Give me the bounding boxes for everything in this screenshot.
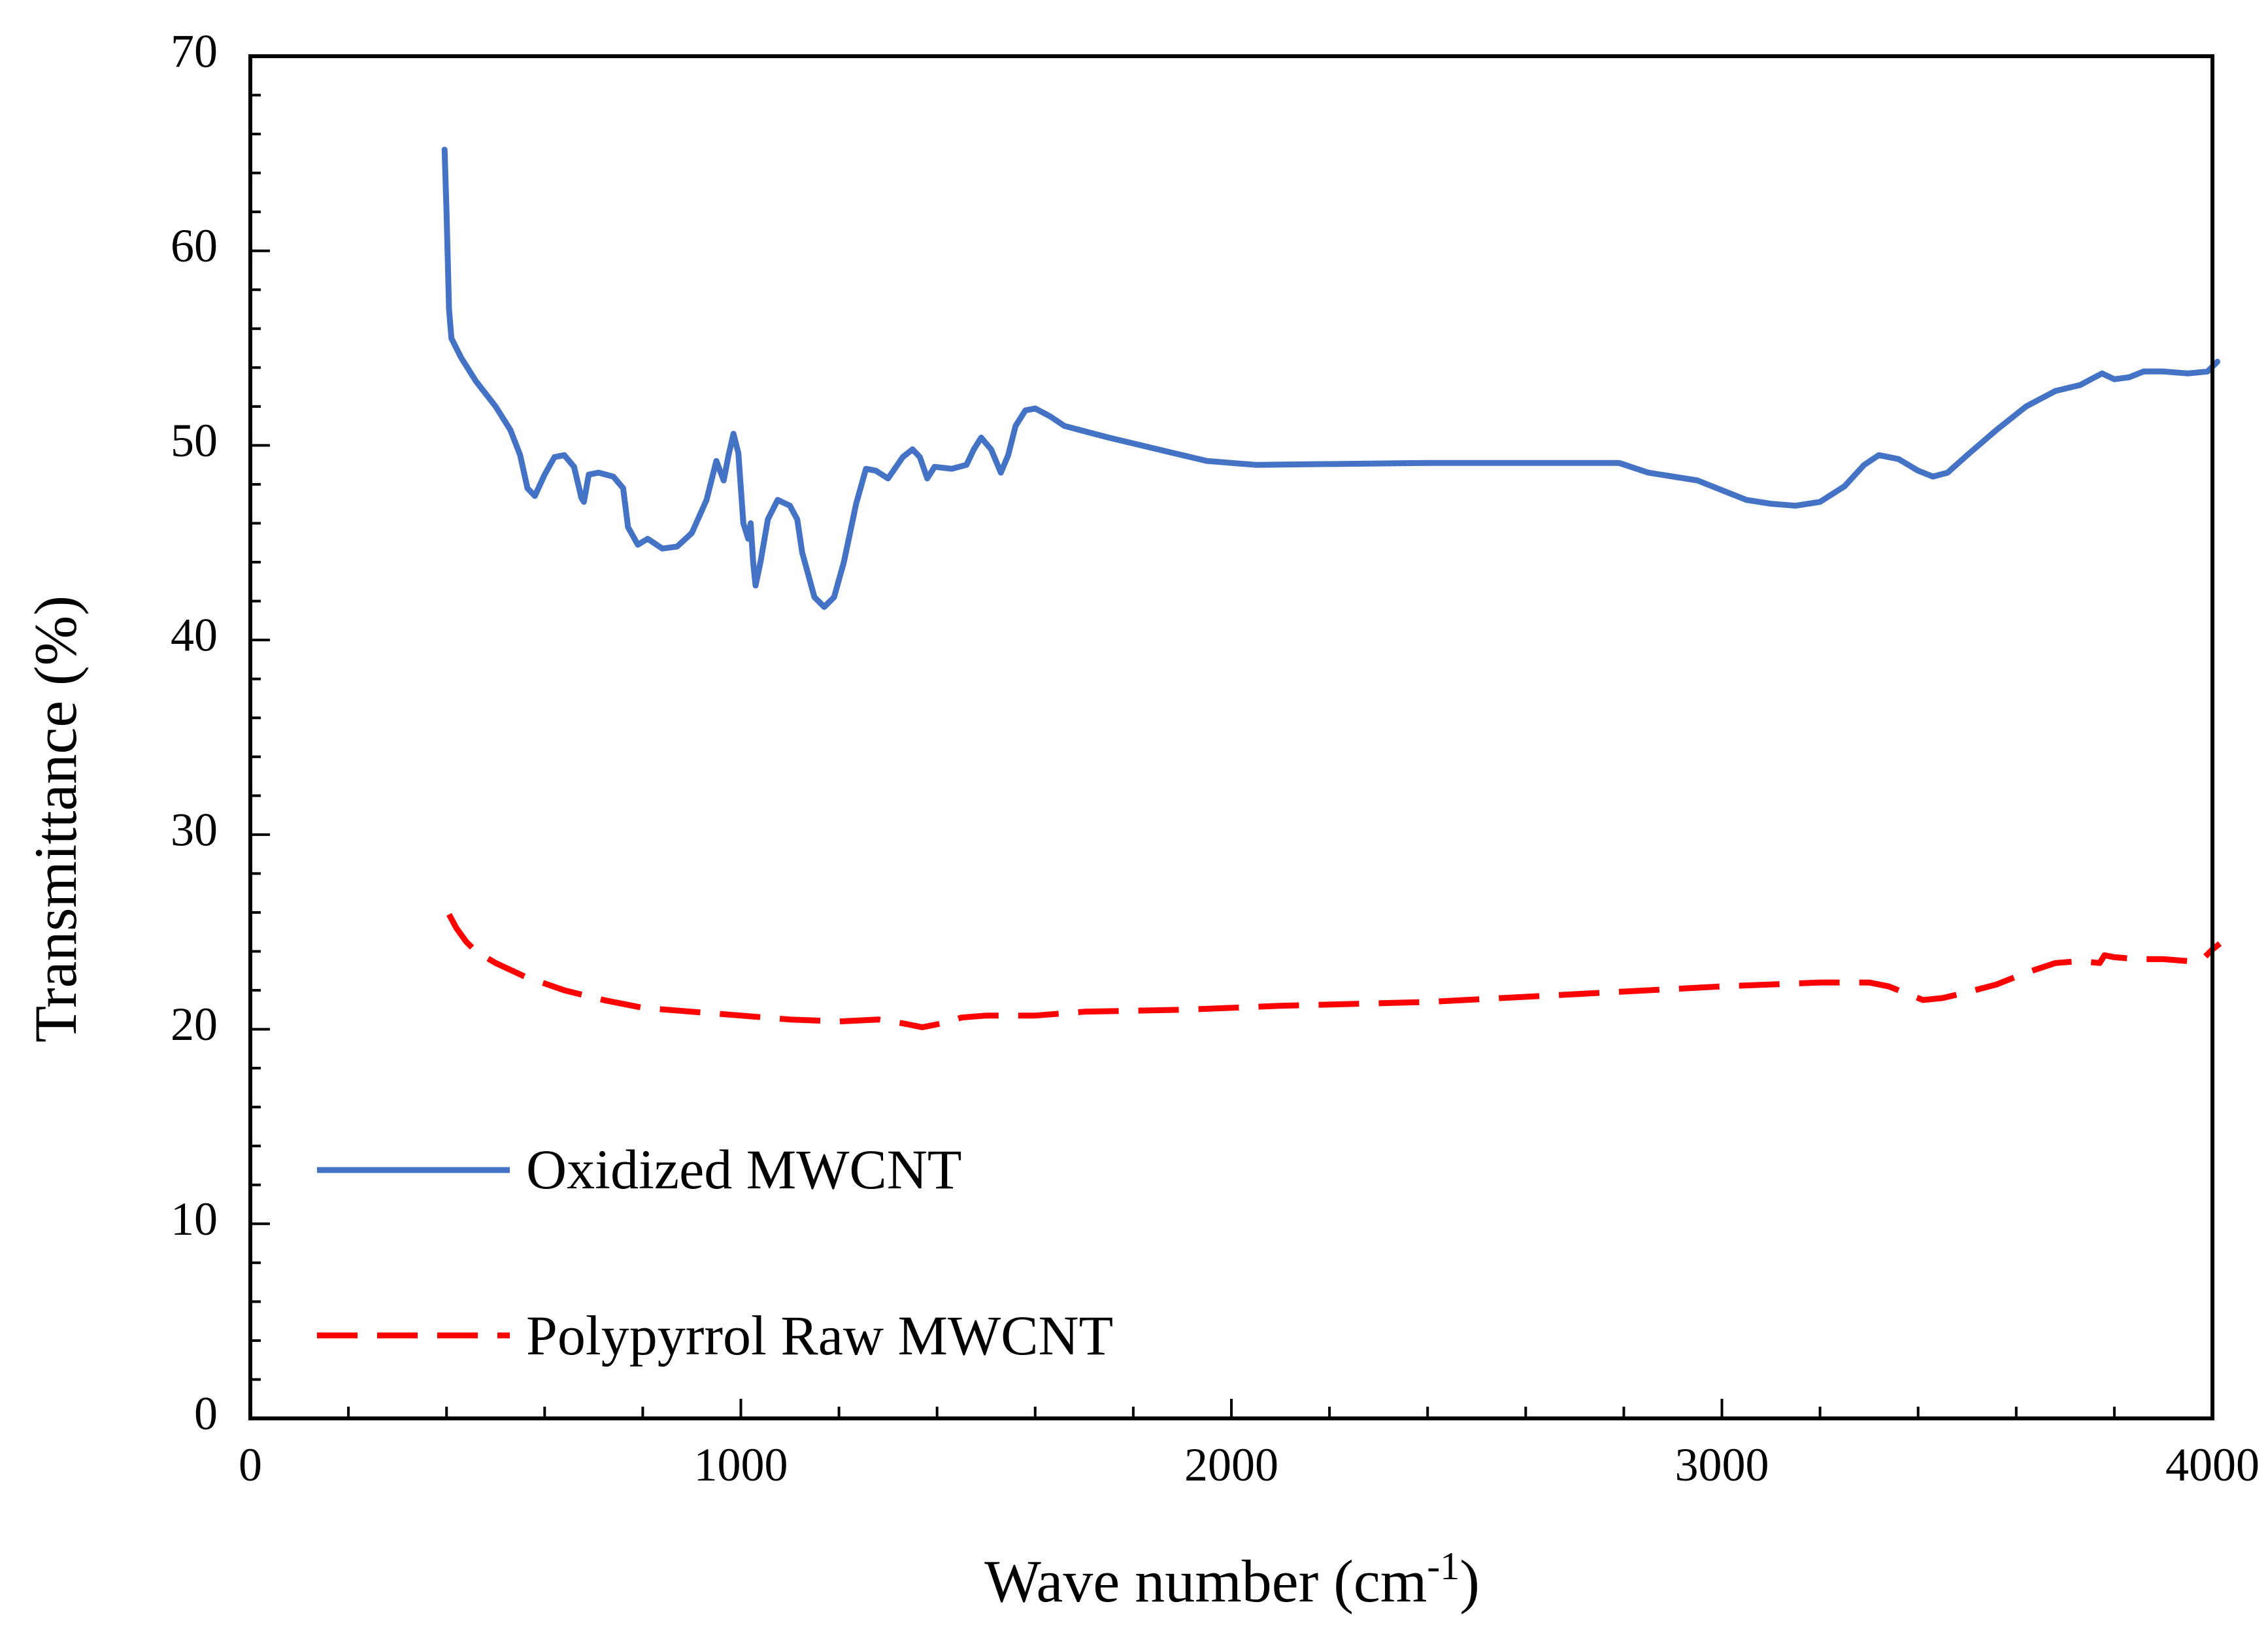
x-tick-label: 0: [239, 1439, 262, 1491]
x-axis-title-close: ): [1459, 1548, 1480, 1615]
y-tick-label: 10: [171, 1193, 218, 1245]
x-axis-title-superscript: -1: [1427, 1545, 1459, 1588]
x-tick-label: 2000: [1184, 1439, 1278, 1491]
y-tick-label: 30: [171, 803, 218, 856]
x-tick-label: 3000: [1675, 1439, 1769, 1491]
x-axis-title: Wave number (cm-1): [984, 1545, 1480, 1615]
y-tick-label: 60: [171, 220, 218, 272]
legend: Oxidized MWCNT Polypyrrol Raw MWCNT: [317, 1138, 1113, 1367]
legend-label-polypyrrol-raw-mwcnt: Polypyrrol Raw MWCNT: [526, 1304, 1113, 1367]
y-tick-label: 20: [171, 998, 218, 1050]
y-tick-label: 0: [194, 1388, 218, 1440]
y-axis-title: Transmittance (%): [22, 595, 89, 1043]
plot-frame: [248, 54, 2214, 1420]
y-tick-labels: 0 10 20 30 40 50 60 70: [171, 25, 218, 1440]
y-tick-label: 70: [171, 25, 218, 78]
x-tick-label: 1000: [694, 1439, 788, 1491]
legend-label-oxidized-mwcnt: Oxidized MWCNT: [526, 1138, 961, 1201]
series-layer: [441, 146, 2222, 1031]
y-tick-label: 50: [171, 414, 218, 467]
series-line-polypyrrol-raw-mwcnt: [446, 912, 2222, 1031]
series-line-oxidized-mwcnt: [441, 146, 2220, 610]
x-axis-title-main: Wave number (cm: [984, 1548, 1427, 1615]
y-tick-label: 40: [171, 609, 218, 661]
x-tick-label: 4000: [2165, 1439, 2260, 1491]
x-tick-labels: 0 1000 2000 3000 4000: [239, 1439, 2260, 1491]
